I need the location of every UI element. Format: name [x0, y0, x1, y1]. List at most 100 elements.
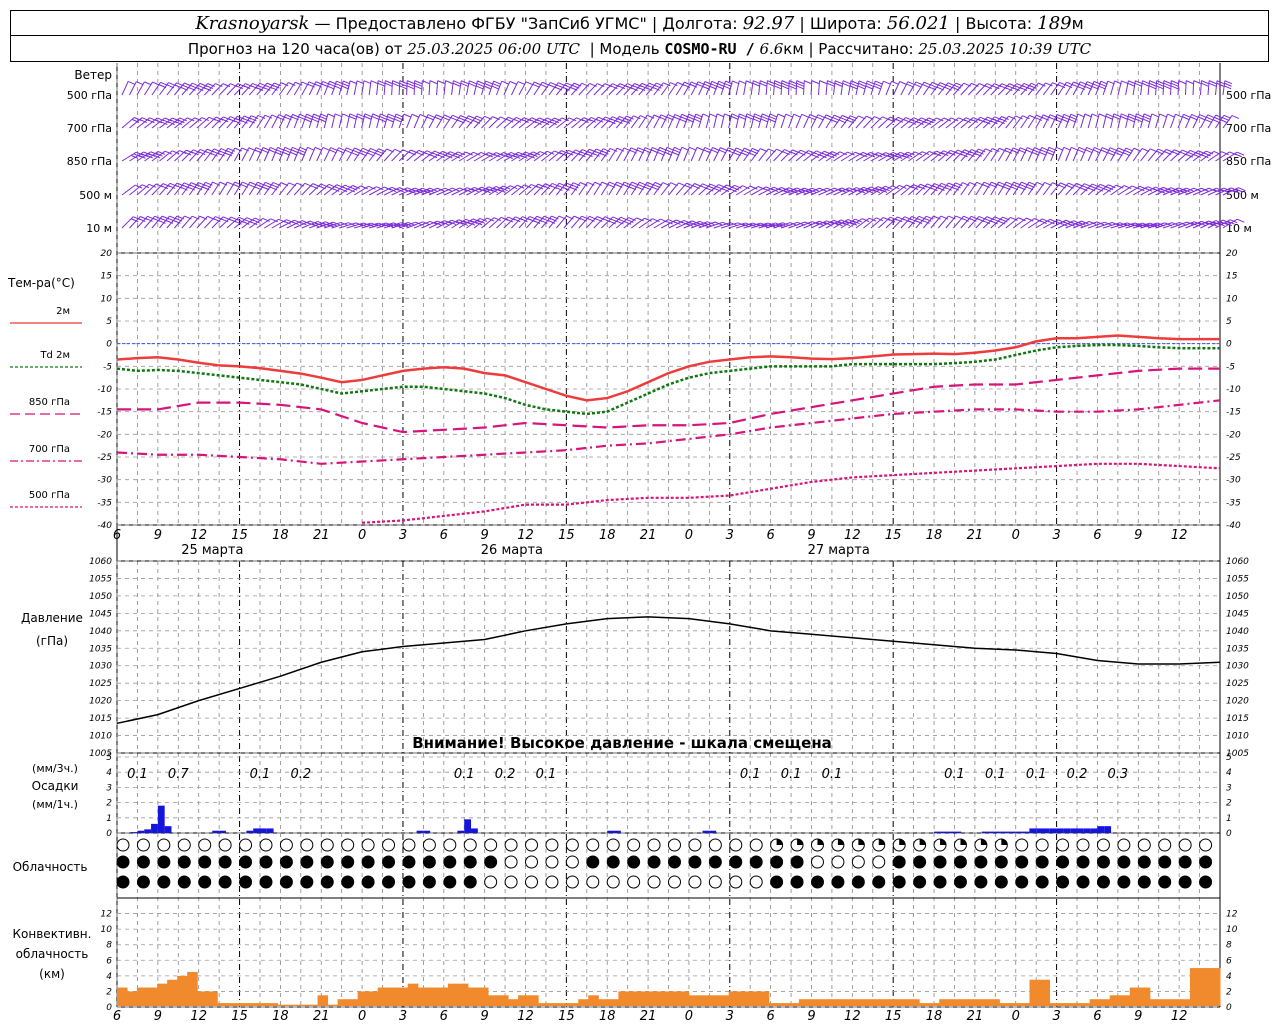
cloud-symbol: [525, 838, 539, 852]
wind-barb-staff: [458, 80, 462, 96]
wind-barb-flag: [518, 151, 526, 156]
wind-barb-staff: [788, 114, 795, 129]
cloud-symbol: [463, 838, 477, 852]
cloud-symbol: [136, 875, 150, 889]
precip-bar: [1097, 826, 1105, 833]
wind-barb-flag: [1116, 149, 1124, 154]
wind-barb-flag: [1045, 82, 1053, 87]
wind-barb-staff: [503, 81, 511, 96]
wind-barb-flag: [978, 148, 986, 153]
wind-barb-staff: [825, 151, 841, 162]
wind-barb-flag: [434, 116, 443, 121]
wind-barb-flag: [1171, 80, 1179, 85]
wind-barb-flag: [902, 154, 910, 159]
conv-bar: [848, 999, 860, 1006]
wind-barb-staff: [278, 182, 290, 196]
wind-barb-flag: [221, 118, 229, 123]
wind-barb-flag: [801, 113, 809, 118]
wind-barb-staff: [645, 218, 661, 229]
wind-barb-flag: [746, 113, 755, 118]
wind-barb-staff: [1199, 80, 1202, 96]
cloud-symbol: [1158, 875, 1172, 889]
cloud-symbol: [177, 875, 191, 889]
wind-barb-staff: [324, 221, 341, 229]
cloud-symbol: [729, 855, 743, 869]
wind-barb-staff: [915, 151, 930, 162]
wind-barb-flag: [992, 85, 1000, 90]
temp-ytick: -20: [97, 430, 112, 440]
wind-barb-staff: [278, 147, 286, 162]
wind-barb-flag: [1029, 84, 1037, 89]
wind-barb-flag: [933, 152, 942, 157]
wind-barb-flag: [429, 154, 438, 159]
wind-barb-staff: [1035, 182, 1045, 196]
wind-barb-staff: [503, 184, 518, 196]
temp-ytick: -40: [97, 521, 112, 531]
time-tick-label-bottom: 18: [926, 1009, 943, 1024]
wind-barb-flag: [774, 80, 782, 85]
pressure-warning: Внимание! Высокое давление - шкала смеще…: [412, 734, 832, 752]
model-resolution: 6.6: [759, 39, 784, 58]
wind-barb-flag: [492, 83, 500, 88]
precip-value-label: 0.1: [250, 767, 271, 782]
wind-barb-flag: [1216, 80, 1225, 85]
precip-value-label: 0.3: [1108, 767, 1129, 782]
wind-barb-flag: [1015, 115, 1023, 120]
wind-barb-staff: [526, 151, 541, 162]
time-tick-label-bottom: 9: [807, 1009, 815, 1024]
wind-barb-staff: [660, 147, 668, 162]
wind-barb-flag: [330, 147, 338, 152]
time-tick-label: 6: [1093, 528, 1101, 543]
wind-barb-staff: [975, 148, 986, 162]
temp-ytick: -5: [103, 362, 112, 372]
wind-barb-flag: [349, 80, 358, 85]
wind-barb-flag: [1038, 82, 1046, 87]
conv-bar: [167, 979, 178, 1006]
wind-barb-staff: [293, 182, 306, 196]
wind-barb-staff: [1117, 113, 1122, 129]
wind-barb-flag: [354, 147, 362, 152]
precip-value-label: 0.2: [495, 767, 516, 782]
wind-barb-flag: [497, 188, 506, 193]
wind-barb-staff: [346, 80, 351, 96]
time-tick-label-bottom: 18: [599, 1009, 616, 1024]
wind-barb-flag: [283, 149, 292, 154]
wind-barb-flag: [990, 120, 998, 125]
wind-barb-flag: [210, 152, 218, 157]
wind-barb-flag: [140, 153, 149, 158]
wind-barb-staff: [271, 147, 279, 162]
wind-barb-staff: [1012, 217, 1027, 229]
wind-barb-flag: [615, 120, 623, 125]
time-tick-label: 0: [358, 528, 366, 543]
wind-barb-staff: [121, 81, 129, 96]
precip-bar: [471, 828, 478, 833]
wind-barb-staff: [1072, 221, 1090, 229]
cloud-symbol: [402, 838, 416, 852]
wind-barb-flag: [827, 80, 835, 85]
wind-barb-staff: [1027, 182, 1038, 196]
wind-barb-flag: [1170, 85, 1179, 90]
wind-barb-flag: [907, 81, 916, 86]
wind-barb-flag: [435, 114, 444, 119]
precip-bar: [614, 830, 621, 833]
wind-barb-staff: [563, 215, 575, 229]
cloud-symbol: [484, 855, 498, 869]
conv-bar: [738, 991, 750, 1006]
wind-barb-flag: [320, 113, 328, 118]
wind-barb-flag: [291, 149, 299, 154]
wind-barb-flag: [131, 118, 140, 123]
wind-barb-flag: [890, 153, 898, 158]
header-forecast-row: Прогноз на 120 часа(ов) от 25.03.2025 06…: [10, 36, 1269, 62]
time-tick-label-bottom: 3: [399, 1009, 407, 1024]
wind-barb-flag: [1175, 113, 1183, 118]
wind-barb-flag: [1203, 152, 1211, 157]
wind-barb-staff: [945, 215, 957, 229]
wind-barb-flag: [144, 81, 152, 86]
wind-barb-flag: [781, 80, 790, 85]
cloud-symbol: [239, 838, 253, 852]
conv-bar: [508, 999, 519, 1006]
wind-barb-flag: [960, 153, 968, 158]
prec-ytick-right: 0: [1226, 829, 1232, 839]
wind-barb-staff: [773, 113, 779, 129]
wind-barb-flag: [513, 218, 521, 223]
